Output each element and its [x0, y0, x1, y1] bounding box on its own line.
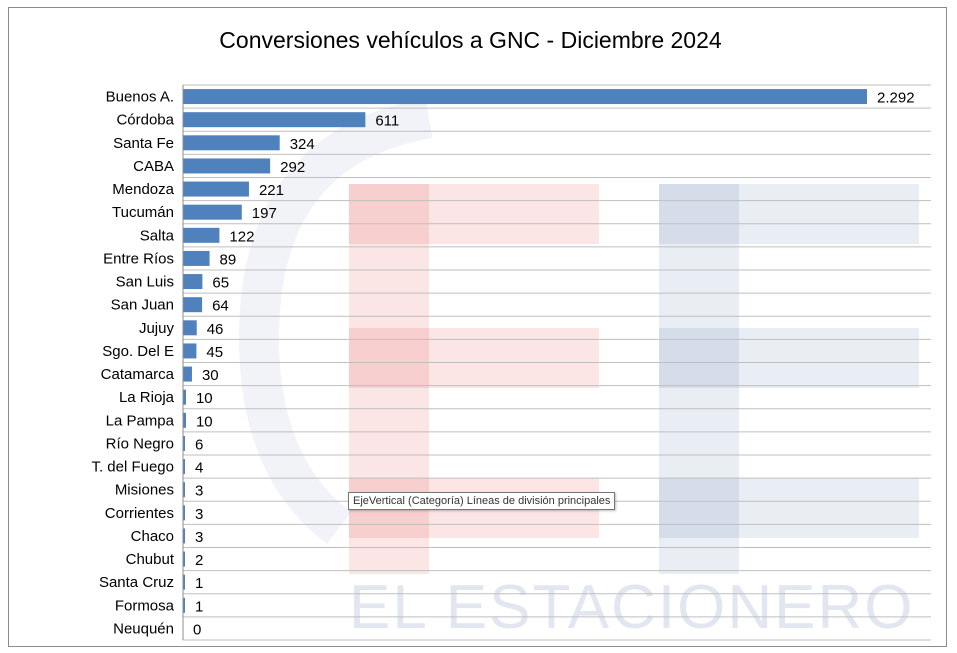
bar-0[interactable] — [183, 89, 867, 105]
category-label-16: T. del Fuego — [91, 459, 174, 476]
value-label-13: 10 — [196, 390, 213, 407]
category-labels: Buenos A. Córdoba Santa Fe CABA Mendoza Tucum… — [91, 89, 174, 638]
value-label-7: 89 — [220, 251, 237, 268]
category-label-21: Santa Cruz — [99, 574, 174, 591]
bar-6[interactable] — [183, 227, 220, 243]
value-label-2: 324 — [290, 136, 315, 153]
bar-10[interactable] — [183, 320, 197, 336]
bar-15[interactable] — [183, 435, 185, 451]
value-label-16: 4 — [195, 460, 203, 477]
category-label-9: San Juan — [111, 297, 174, 314]
bar-8[interactable] — [183, 274, 203, 290]
value-label-10: 46 — [207, 321, 224, 338]
bar-20[interactable] — [183, 551, 185, 567]
category-label-18: Corrientes — [105, 505, 174, 522]
value-label-14: 10 — [196, 413, 213, 430]
bar-1[interactable] — [183, 112, 366, 128]
bar-17[interactable] — [183, 482, 185, 498]
bar-12[interactable] — [183, 366, 192, 382]
bar-4[interactable] — [183, 181, 249, 197]
value-label-11: 45 — [206, 344, 223, 361]
gridlines — [183, 84, 931, 641]
bar-19[interactable] — [183, 528, 185, 544]
value-label-5: 197 — [252, 205, 277, 222]
watermark-text: EL ESTACIONERO — [349, 573, 914, 642]
value-label-15: 6 — [195, 436, 203, 453]
category-label-1: Córdoba — [116, 112, 174, 129]
category-label-4: Mendoza — [112, 181, 174, 198]
category-label-13: La Rioja — [119, 389, 175, 406]
bar-14[interactable] — [183, 412, 186, 428]
category-label-22: Formosa — [115, 597, 175, 614]
category-label-5: Tucumán — [112, 204, 174, 221]
watermark-logo: EL ESTACIONERO — [238, 98, 919, 642]
value-label-18: 3 — [195, 506, 203, 523]
bar-21[interactable] — [183, 574, 185, 590]
category-label-12: Catamarca — [101, 366, 175, 383]
category-label-6: Salta — [140, 227, 175, 244]
bar-22[interactable] — [183, 597, 185, 613]
category-label-11: Sgo. Del E — [102, 343, 174, 360]
category-label-23: Neuquén — [113, 620, 174, 637]
bar-9[interactable] — [183, 297, 203, 313]
bar-5[interactable] — [183, 204, 242, 220]
category-label-15: Río Negro — [106, 435, 174, 452]
value-label-23: 0 — [193, 621, 201, 638]
value-label-19: 3 — [195, 529, 203, 546]
category-label-10: Jujuy — [139, 320, 175, 337]
value-label-22: 1 — [195, 598, 203, 615]
value-label-12: 30 — [202, 367, 219, 384]
bar-11[interactable] — [183, 343, 197, 359]
category-label-0: Buenos A. — [106, 89, 174, 106]
value-label-6: 122 — [229, 228, 254, 245]
chart-title: Conversiones vehículos a GNC - Diciembre… — [219, 27, 722, 53]
value-label-0: 2.292 — [877, 90, 915, 107]
category-label-19: Chaco — [131, 528, 174, 545]
bar-18[interactable] — [183, 505, 185, 521]
value-label-4: 221 — [259, 182, 284, 199]
category-label-14: La Pampa — [106, 412, 175, 429]
tooltip: EjeVertical (Categoría) Líneas de divisi… — [348, 492, 616, 510]
bar-3[interactable] — [183, 158, 271, 174]
value-label-8: 65 — [212, 275, 229, 292]
bars — [183, 89, 867, 613]
chart-area[interactable]: EL ESTACIONERO Buenos A. Córdoba Santa Fe C… — [8, 7, 947, 647]
category-label-7: Entre Ríos — [103, 250, 174, 267]
value-label-17: 3 — [195, 483, 203, 500]
chart-svg: EL ESTACIONERO Buenos A. Córdoba Santa Fe C… — [91, 84, 931, 642]
value-label-1: 611 — [375, 113, 399, 130]
value-label-20: 2 — [195, 552, 203, 569]
bar-16[interactable] — [183, 459, 185, 475]
bar-7[interactable] — [183, 250, 210, 266]
value-label-3: 292 — [280, 159, 305, 176]
value-label-21: 1 — [195, 575, 203, 592]
category-label-3: CABA — [133, 158, 174, 175]
category-label-2: Santa Fe — [113, 135, 174, 152]
category-label-17: Misiones — [115, 482, 174, 499]
category-label-20: Chubut — [126, 551, 175, 568]
bar-13[interactable] — [183, 389, 186, 405]
bar-2[interactable] — [183, 135, 280, 151]
value-label-9: 64 — [212, 298, 229, 315]
value-labels: 2.29261132429222119712289656446453010106… — [193, 90, 915, 639]
category-label-8: San Luis — [116, 274, 174, 291]
